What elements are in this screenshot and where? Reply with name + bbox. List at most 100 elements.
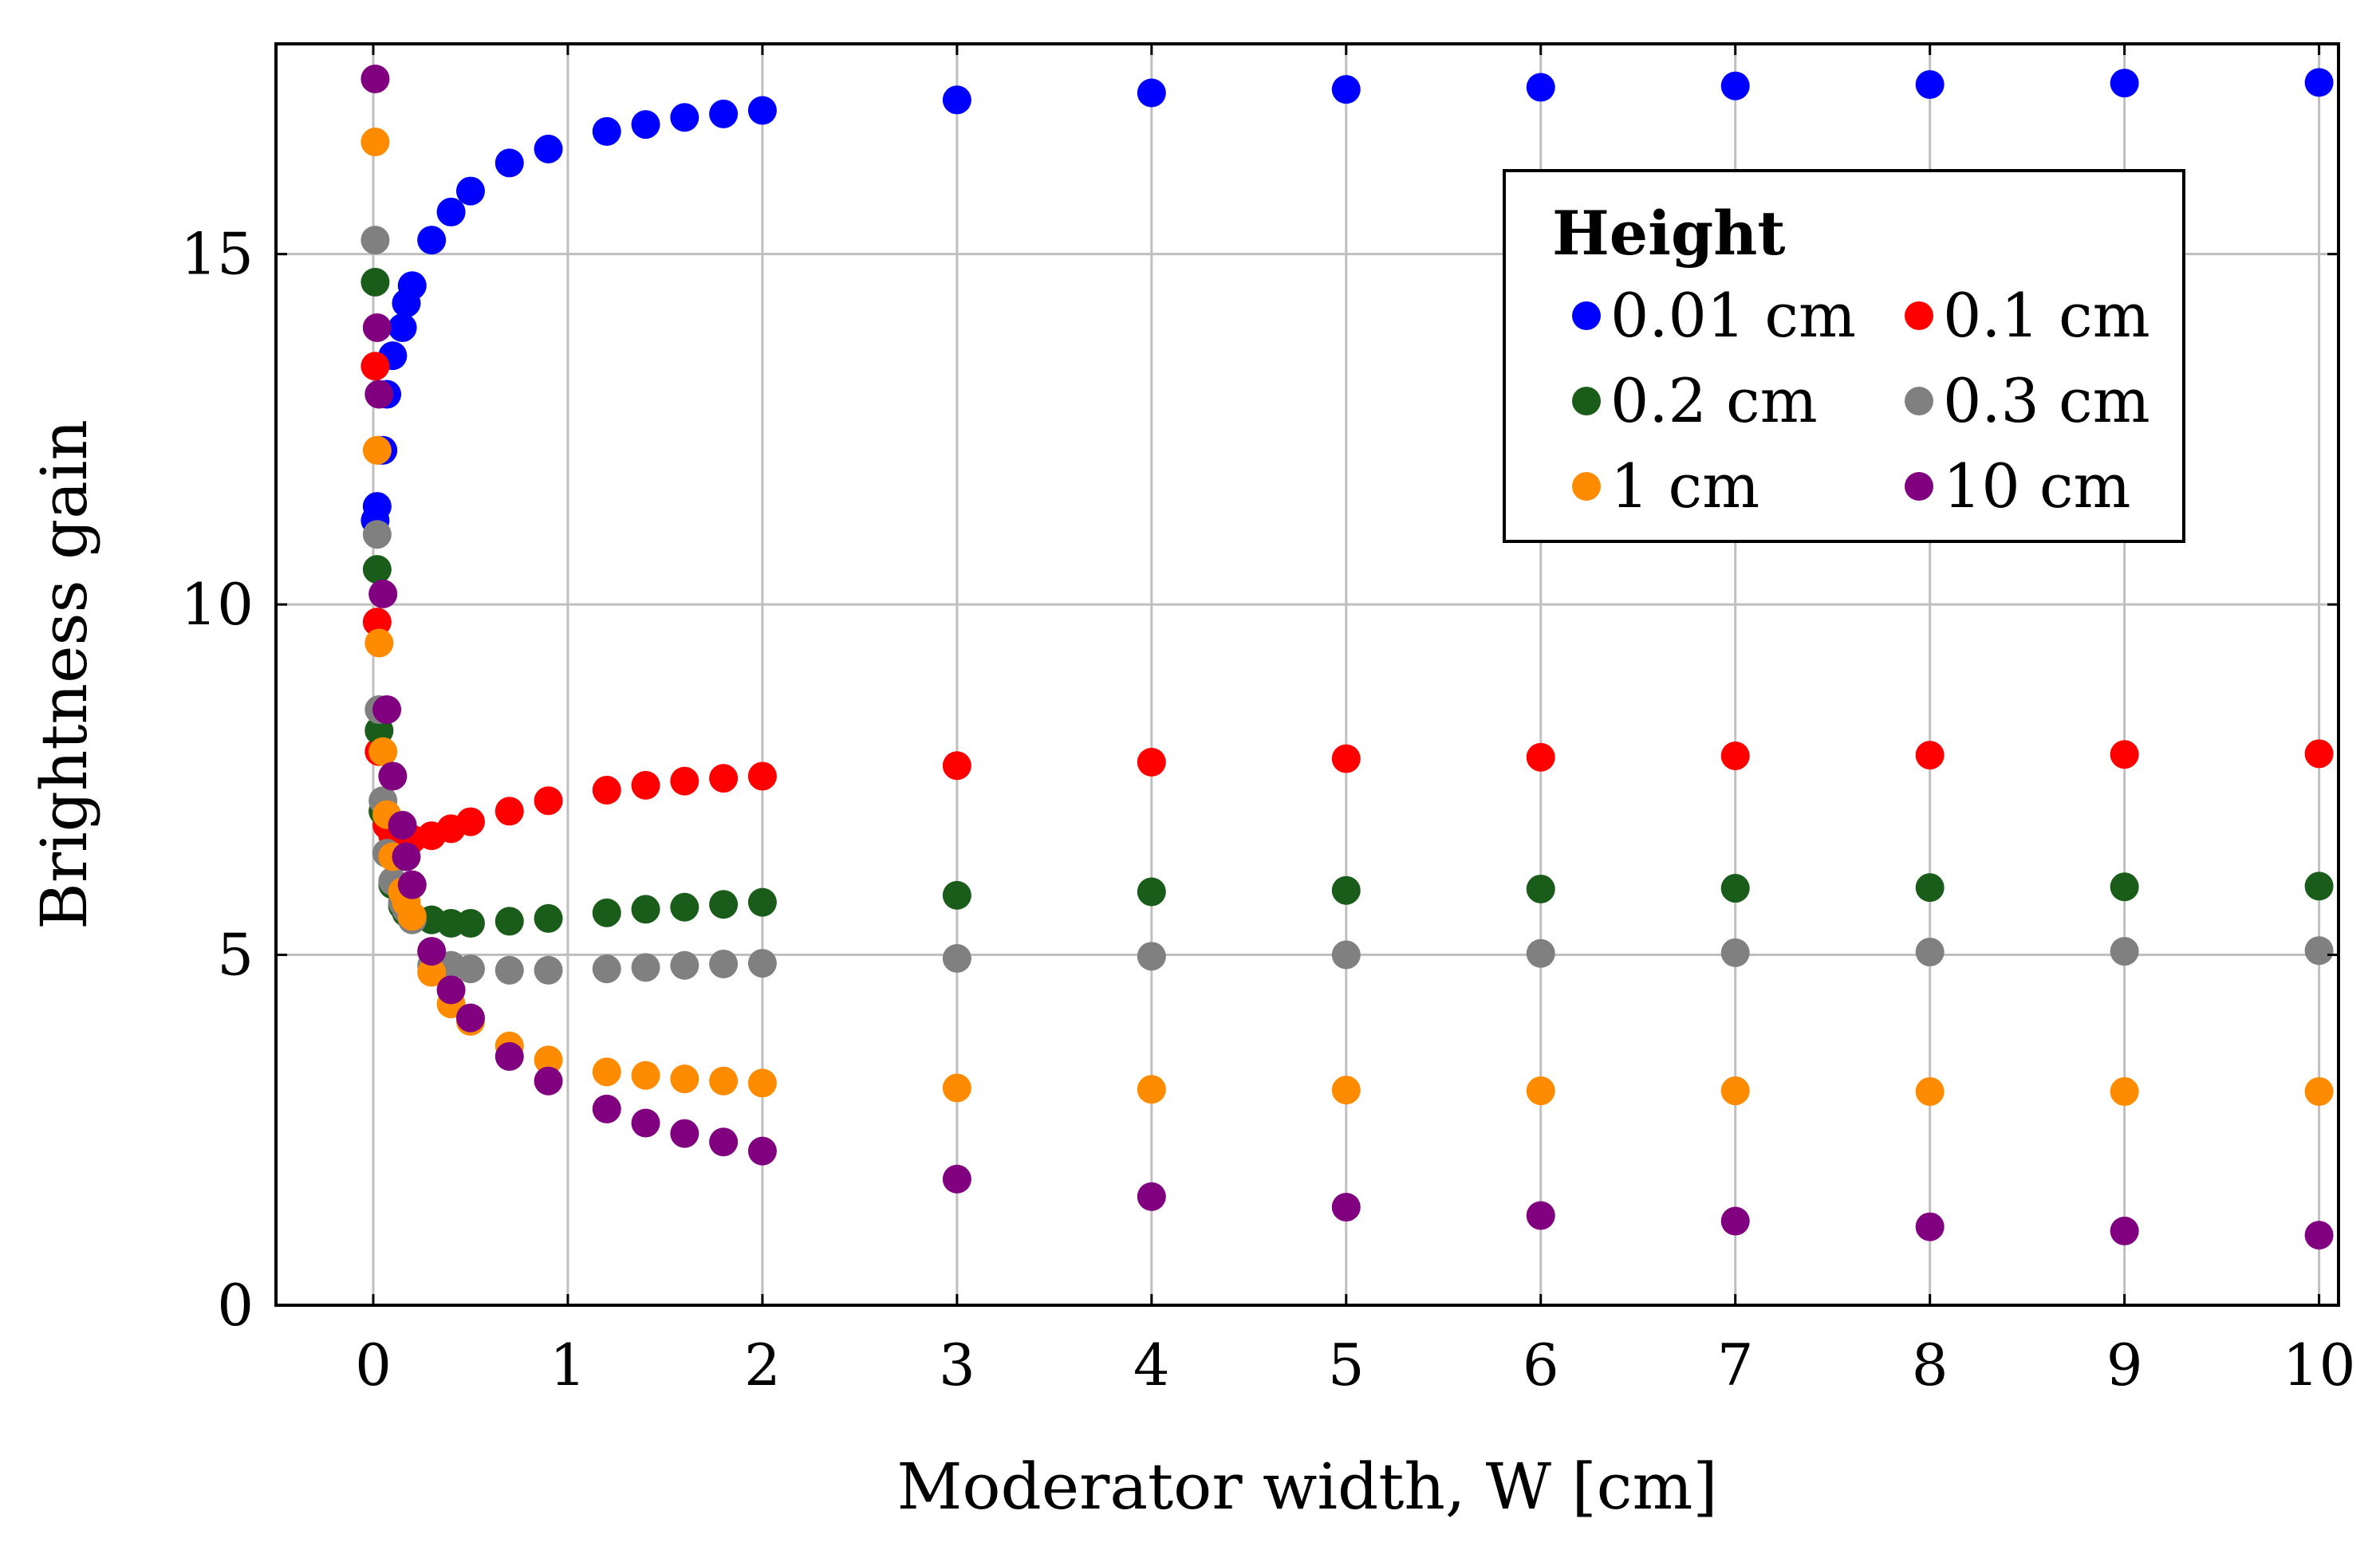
data-point	[455, 807, 485, 836]
data-point	[592, 776, 621, 805]
data-point	[1526, 874, 1555, 903]
data-point	[372, 694, 402, 724]
x-tick-label: 2	[744, 1332, 781, 1399]
data-point	[417, 937, 447, 966]
data-point	[592, 1094, 621, 1123]
legend: Height 0.01 cm 0.1 cm 0.2 cm 0.3 cm 1 cm 10 c…	[1503, 169, 2185, 543]
data-point	[670, 1064, 699, 1094]
data-point	[534, 1045, 563, 1075]
legend-entry-label: 0.3 cm	[1943, 365, 2150, 436]
data-point	[1720, 741, 1750, 770]
data-point	[1526, 742, 1555, 772]
x-tick-label: 10	[2283, 1332, 2356, 1399]
x-axis-label: Moderator width, W [cm]	[896, 1450, 1717, 1524]
data-point	[631, 770, 660, 800]
data-point	[670, 892, 699, 922]
data-point	[495, 907, 524, 936]
data-point	[1526, 1076, 1555, 1106]
data-point	[1720, 1076, 1750, 1106]
data-point	[1915, 873, 1945, 903]
data-point	[392, 842, 421, 871]
data-point	[495, 955, 524, 985]
data-point	[2304, 1221, 2334, 1250]
data-point	[2110, 69, 2139, 98]
data-point	[397, 870, 427, 899]
data-point	[388, 313, 417, 342]
data-point	[592, 1057, 621, 1087]
data-point	[1137, 877, 1166, 907]
x-tick-label: 8	[1912, 1332, 1949, 1399]
data-point	[670, 950, 699, 980]
data-point	[1720, 1206, 1750, 1236]
data-point	[747, 1136, 777, 1166]
data-point	[709, 890, 739, 919]
data-point	[709, 949, 739, 978]
data-point	[534, 1066, 563, 1096]
data-point	[368, 737, 398, 766]
x-tick-label: 5	[1328, 1332, 1365, 1399]
data-point	[2110, 937, 2139, 966]
data-point	[1137, 78, 1166, 108]
data-point	[709, 1066, 739, 1096]
data-point	[747, 96, 777, 125]
data-point	[631, 953, 660, 982]
data-point	[397, 902, 427, 931]
data-point	[1720, 874, 1750, 903]
data-point	[455, 1003, 485, 1033]
legend-entry-label: 0.01 cm	[1610, 280, 1856, 351]
data-point	[361, 352, 390, 381]
data-point	[592, 954, 621, 984]
y-tick-label: 0	[217, 1272, 254, 1339]
legend-marker	[1572, 301, 1601, 330]
data-point	[942, 943, 971, 973]
data-point	[1915, 938, 1945, 967]
data-point	[362, 608, 392, 637]
data-point	[455, 954, 485, 984]
data-point	[747, 887, 777, 917]
data-point	[1915, 741, 1945, 770]
data-point	[747, 1068, 777, 1098]
series-5	[361, 64, 2334, 1250]
data-point	[709, 99, 739, 128]
data-point	[631, 1060, 660, 1090]
legend-title: Height	[1552, 198, 1786, 269]
data-point	[1137, 942, 1166, 971]
y-tick-label: 15	[180, 221, 254, 288]
axis-ticks: 0 1 2 3 4 5 6 7 8 9 10 0 5 10 15	[180, 44, 2355, 1399]
data-point	[2110, 872, 2139, 902]
data-point	[1720, 71, 1750, 100]
y-axis-label: Brightness gain	[27, 419, 101, 930]
legend-marker	[1572, 387, 1601, 415]
data-point	[1137, 1075, 1166, 1104]
data-point	[942, 85, 971, 115]
data-point	[378, 761, 408, 791]
data-point	[436, 197, 466, 226]
data-point	[361, 64, 390, 93]
data-point	[1720, 938, 1750, 967]
data-point	[2304, 871, 2334, 901]
data-point	[495, 148, 524, 178]
data-point	[942, 1073, 971, 1103]
legend-marker	[1905, 387, 1933, 415]
data-point	[2304, 739, 2334, 769]
data-point	[592, 898, 621, 927]
data-point	[1915, 69, 1945, 99]
data-point	[368, 579, 398, 608]
data-point	[361, 226, 390, 255]
legend-marker	[1905, 301, 1933, 330]
data-point	[670, 766, 699, 796]
data-point	[670, 103, 699, 132]
x-tick-label: 4	[1133, 1332, 1170, 1399]
data-point	[534, 134, 563, 163]
x-tick-label: 6	[1523, 1332, 1559, 1399]
data-point	[388, 810, 417, 840]
data-point	[362, 520, 392, 549]
data-point	[670, 1119, 699, 1148]
data-point	[709, 1127, 739, 1157]
data-point	[942, 751, 971, 781]
data-point	[364, 628, 394, 658]
legend-entry-label: 0.1 cm	[1943, 280, 2150, 351]
legend-marker	[1905, 472, 1933, 501]
data-points	[361, 64, 2334, 1250]
